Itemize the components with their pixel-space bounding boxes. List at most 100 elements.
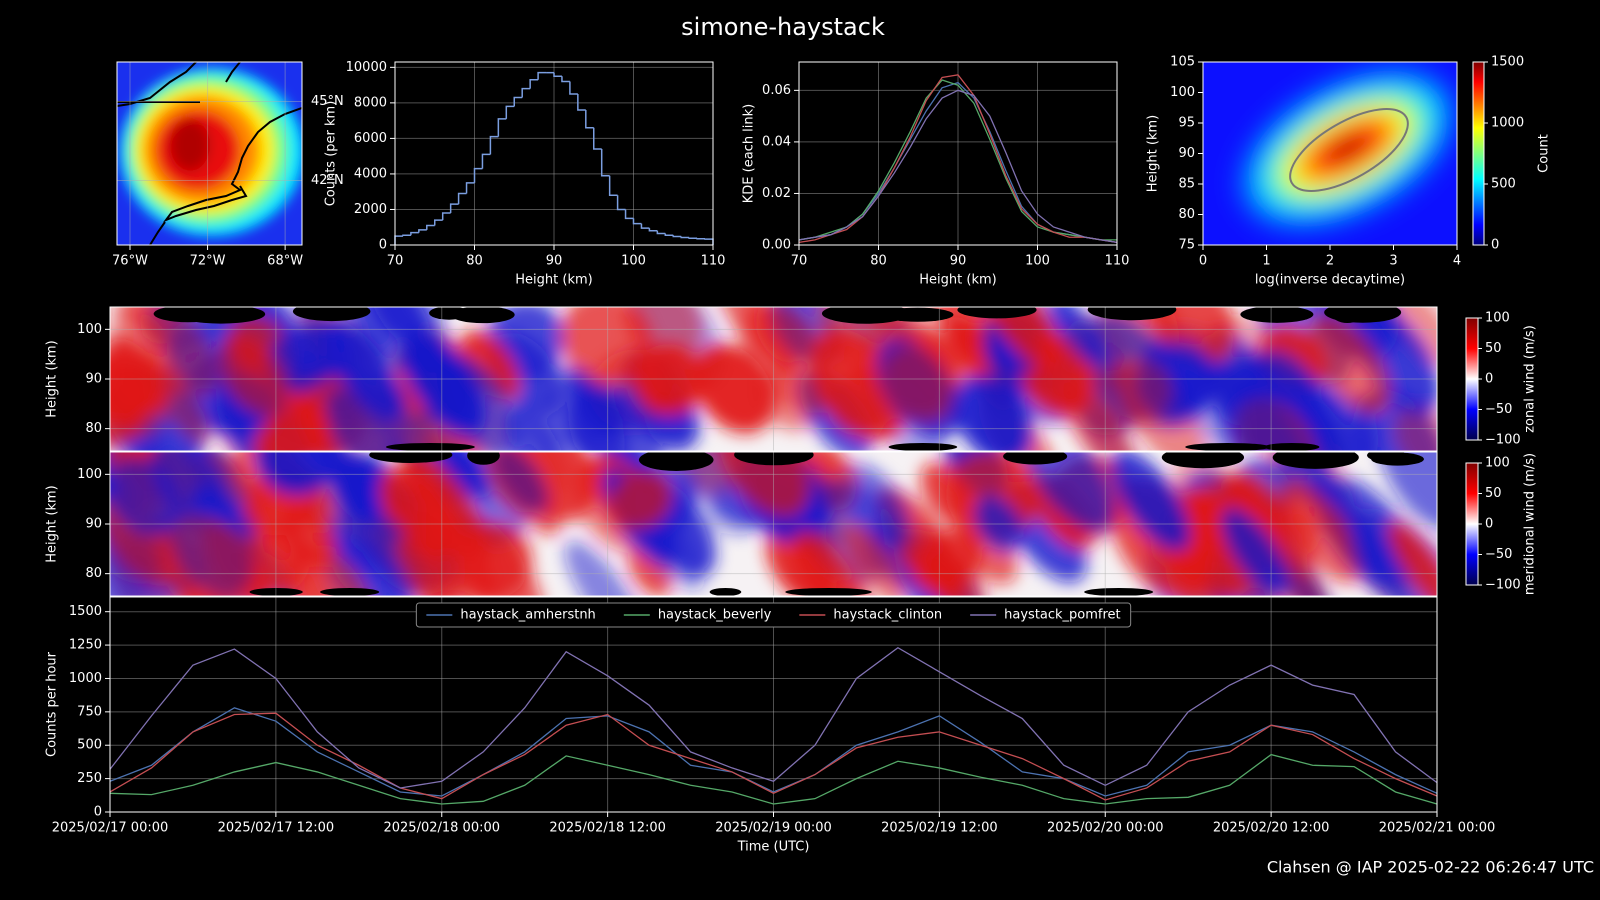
y-tick-label: 0.04 bbox=[762, 134, 791, 149]
wind-blob bbox=[1220, 507, 1290, 596]
wind-blob bbox=[140, 351, 211, 446]
wind-blob bbox=[564, 540, 647, 596]
y-tick-label: 0.00 bbox=[762, 238, 791, 253]
contour bbox=[1289, 108, 1409, 192]
wind-field bbox=[110, 452, 1437, 596]
y-tick-label: 85 bbox=[1178, 177, 1195, 192]
y-tick-label: 4000 bbox=[354, 166, 387, 181]
colorbar-tick-label: 0 bbox=[1485, 517, 1493, 532]
x-tick-label: 80 bbox=[870, 254, 887, 269]
colorbar-label: meridional wind (m/s) bbox=[1523, 453, 1538, 595]
y-tick-label: 75 bbox=[1178, 238, 1195, 253]
wind-blob bbox=[1218, 385, 1312, 451]
axes-layer: 76°W 72°W 68°W42°N45°N70 80 90 100 11002000400… bbox=[45, 55, 1552, 855]
x-tick-label: 100 bbox=[621, 254, 646, 269]
footer: Clahsen @ IAP 2025-02-22 06:26:47 UTC bbox=[1267, 858, 1594, 877]
no-data bbox=[1240, 307, 1314, 323]
no-data bbox=[734, 452, 814, 466]
colorbar-tick-label: −50 bbox=[1485, 547, 1512, 562]
x-tick-label: 68°W bbox=[267, 254, 303, 269]
no-data bbox=[369, 452, 453, 464]
colorbar-label: zonal wind (m/s) bbox=[1523, 325, 1538, 433]
wind-blob bbox=[738, 307, 835, 414]
wind-blob bbox=[169, 501, 254, 596]
wind-blobs bbox=[110, 307, 1437, 451]
y-axis-label: KDE (each link) bbox=[742, 104, 757, 204]
x-tick-label: 3 bbox=[1389, 254, 1397, 269]
y-tick-label: 80 bbox=[85, 566, 102, 581]
wind-blob bbox=[633, 343, 705, 416]
y-tick-label: 45°N bbox=[311, 94, 344, 109]
y-tick-label: 0 bbox=[379, 238, 387, 253]
histogram-bin bbox=[449, 203, 459, 214]
x-tick-label: 76°W bbox=[112, 254, 148, 269]
wind-blob bbox=[461, 329, 520, 401]
axes-frame bbox=[394, 61, 714, 246]
y-axis-label: Counts (per km) bbox=[324, 101, 339, 207]
histogram-bin bbox=[465, 182, 475, 194]
x-tick-label: 2025/02/19 12:00 bbox=[881, 821, 998, 836]
no-data bbox=[1084, 588, 1154, 596]
x-tick-label: 0 bbox=[1199, 254, 1207, 269]
colorbar bbox=[1472, 61, 1485, 246]
colorbar-tick-label: 50 bbox=[1485, 486, 1502, 501]
density-blob bbox=[1327, 135, 1368, 163]
y-tick-label: 750 bbox=[77, 704, 102, 719]
legend-label: haystack_amherstnh bbox=[460, 608, 595, 623]
no-data bbox=[785, 588, 872, 596]
histogram-bin bbox=[585, 109, 594, 129]
wind-blob bbox=[1293, 375, 1375, 451]
y-tick-label: 100 bbox=[1170, 85, 1195, 100]
y-tick-label: 0 bbox=[94, 805, 102, 820]
legend: haystack_amherstnh haystack_beverly haysta… bbox=[415, 602, 1132, 628]
histogram-bin bbox=[497, 118, 507, 137]
histogram-bin bbox=[696, 238, 706, 240]
x-tick-label: 110 bbox=[1105, 254, 1130, 269]
no-data bbox=[1367, 452, 1406, 462]
x-tick-label: 2025/02/20 12:00 bbox=[1213, 821, 1330, 836]
no-data bbox=[249, 588, 303, 596]
wind-blob bbox=[609, 381, 656, 437]
histogram-bin bbox=[402, 234, 411, 237]
x-tick-label: 90 bbox=[546, 254, 563, 269]
wind-field bbox=[110, 307, 1437, 451]
wind-blob bbox=[110, 372, 156, 445]
colorbar-tick-label: 1500 bbox=[1491, 55, 1524, 70]
density bbox=[1236, 64, 1457, 233]
histogram-bin bbox=[505, 105, 515, 119]
histogram-bin bbox=[529, 79, 539, 89]
wind-blob bbox=[253, 403, 333, 451]
histogram-bin bbox=[632, 218, 642, 225]
y-tick-label: 90 bbox=[85, 517, 102, 532]
colorbar-tick-label: 50 bbox=[1485, 341, 1502, 356]
colorbar-tick-label: 0 bbox=[1491, 238, 1499, 253]
y-tick-label: 105 bbox=[1170, 55, 1195, 70]
y-tick-label: 95 bbox=[1178, 116, 1195, 131]
histogram-bin bbox=[672, 235, 682, 238]
wind-blob bbox=[265, 321, 346, 394]
mark-layer bbox=[109, 71, 1438, 805]
axes-frame bbox=[798, 61, 1118, 246]
no-data bbox=[888, 443, 958, 451]
x-tick-label: 72°W bbox=[190, 254, 226, 269]
x-axis-label: Height (km) bbox=[919, 273, 996, 288]
x-axis-label: log(inverse decaytime) bbox=[1255, 273, 1405, 288]
wind-blob bbox=[928, 553, 987, 596]
histogram-bin bbox=[648, 228, 658, 232]
x-tick-label: 100 bbox=[1025, 254, 1050, 269]
x-tick-label: 2025/02/17 00:00 bbox=[52, 821, 169, 836]
y-tick-label: 42°N bbox=[311, 173, 344, 188]
histogram-bin bbox=[553, 72, 562, 77]
density-blob bbox=[170, 119, 210, 171]
x-tick-label: 2025/02/18 12:00 bbox=[549, 821, 666, 836]
x-tick-label: 2025/02/18 00:00 bbox=[383, 821, 500, 836]
histogram-bin bbox=[418, 229, 427, 233]
x-tick-label: 70 bbox=[387, 254, 404, 269]
x-tick-label: 90 bbox=[950, 254, 967, 269]
wind-blob bbox=[138, 307, 218, 397]
no-data bbox=[467, 452, 500, 465]
colorbar-label: Count bbox=[1537, 134, 1552, 173]
no-data bbox=[1264, 443, 1320, 451]
histogram-bin bbox=[688, 237, 698, 239]
